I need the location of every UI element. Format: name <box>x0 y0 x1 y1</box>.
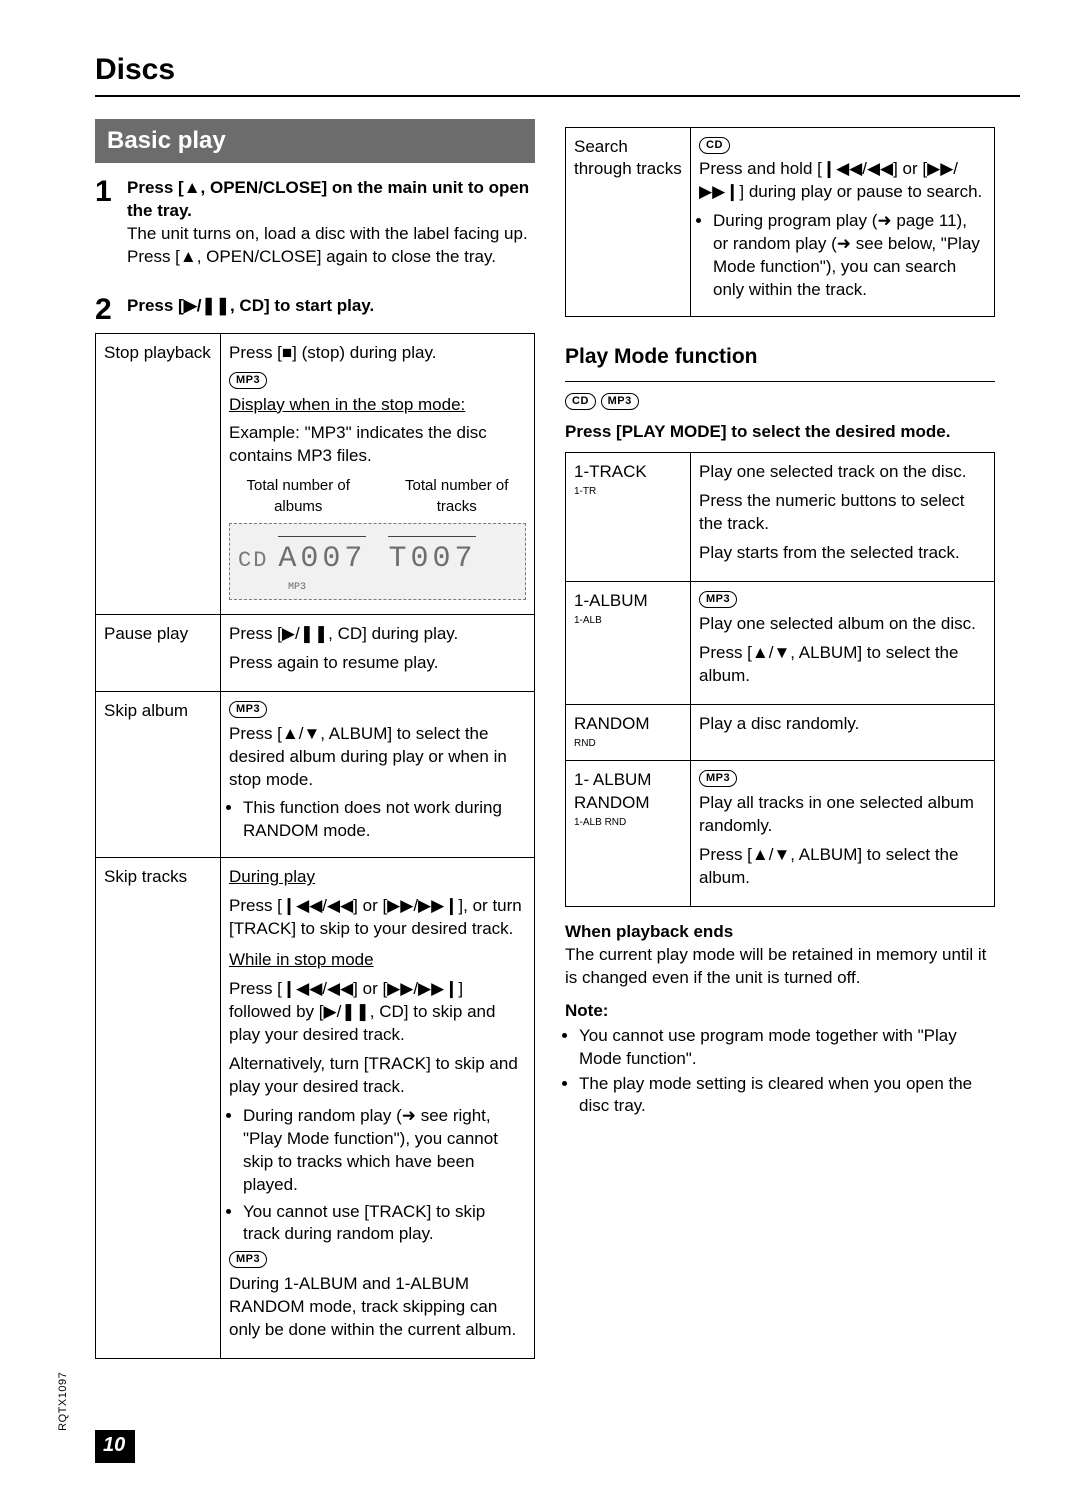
pm-albrnd-l1: Play all tracks in one selected album ra… <box>699 792 986 838</box>
skiptracks-h1: During play <box>229 866 526 889</box>
seg-tracks: T007 <box>388 536 476 580</box>
pause-l2: Press again to resume play. <box>229 652 526 675</box>
skip-album-label: Skip album <box>96 691 221 858</box>
search-table: Search through tracks CD Press and hold … <box>565 127 995 318</box>
pause-l1: Press [▶/❚❚, CD] during play. <box>229 623 526 646</box>
page-title: Discs <box>95 50 1020 97</box>
basic-play-header: Basic play <box>95 119 535 163</box>
play-mode-header: Play Mode function <box>565 343 995 371</box>
mp3-badge: MP3 <box>601 393 639 410</box>
skiptracks-h2: While in stop mode <box>229 949 526 972</box>
playmode-instr: Press [PLAY MODE] to select the desired … <box>565 421 995 444</box>
step-2-number: 2 <box>95 295 117 325</box>
callout-tracks: Total number of tracks <box>388 476 527 517</box>
pm-track-label: 1-TRACK <box>574 462 647 481</box>
ends-head: When playback ends <box>565 921 995 944</box>
pm-albrnd-label: 1- ALBUM RANDOM <box>574 770 651 812</box>
step-1-bold: Press [▲, OPEN/CLOSE] on the main unit t… <box>127 177 535 223</box>
callout-albums: Total number of albums <box>229 476 368 517</box>
table-row: Skip tracks During play Press [❙◀◀/◀◀] o… <box>96 858 535 1359</box>
skiptracks-p3: Alternatively, turn [TRACK] to skip and … <box>229 1053 526 1099</box>
ends-body: The current play mode will be retained i… <box>565 944 995 990</box>
seg-cd: CD <box>238 546 268 576</box>
table-row: Search through tracks CD Press and hold … <box>566 127 995 317</box>
pm-track-sub: 1-TR <box>574 485 682 499</box>
skiptracks-bul2: You cannot use [TRACK] to skip track dur… <box>243 1201 526 1247</box>
mp3-badge: MP3 <box>229 701 267 718</box>
cd-badge: CD <box>699 137 730 154</box>
search-l1: Press and hold [❙◀◀/◀◀] or [▶▶/▶▶❙] duri… <box>699 158 986 204</box>
table-row: 1-TRACK 1-TR Play one selected track on … <box>566 453 995 582</box>
table-row: Stop playback Press [■] (stop) during pl… <box>96 333 535 614</box>
note-head: Note: <box>565 1000 995 1023</box>
stop-l2: Display when in the stop mode: <box>229 394 526 417</box>
note-2: The play mode setting is cleared when yo… <box>579 1073 995 1119</box>
cd-badge: CD <box>565 393 596 410</box>
pm-random-sub: RND <box>574 737 682 751</box>
mp3-badge: MP3 <box>229 1251 267 1268</box>
table-row: 1-ALBUM 1-ALB MP3 Play one selected albu… <box>566 582 995 705</box>
search-label: Search through tracks <box>566 127 691 317</box>
step-1-number: 1 <box>95 177 117 207</box>
seg-albums: A007 <box>278 536 366 580</box>
step-2-bold: Press [▶/❚❚, CD] to start play. <box>127 295 535 318</box>
step-1: 1 Press [▲, OPEN/CLOSE] on the main unit… <box>95 177 535 269</box>
table-row: Pause play Press [▶/❚❚, CD] during play.… <box>96 614 535 691</box>
lcd-display: CD A007 T007 MP3 <box>229 523 526 600</box>
stop-label: Stop playback <box>96 333 221 614</box>
pm-track-l3: Play starts from the selected track. <box>699 542 986 565</box>
skiptracks-p2: Press [❙◀◀/◀◀] or [▶▶/▶▶❙] followed by [… <box>229 978 526 1047</box>
mp3-badge: MP3 <box>699 770 737 787</box>
pm-album-label: 1-ALBUM <box>574 591 648 610</box>
stop-l3a: Example: <box>229 423 305 442</box>
skiptracks-p4: During 1-ALBUM and 1-ALBUM RANDOM mode, … <box>229 1273 526 1342</box>
pm-albrnd-sub: 1-ALB RND <box>574 816 682 830</box>
seg-mp3: MP3 <box>288 581 517 595</box>
mp3-badge: MP3 <box>229 372 267 389</box>
pm-random-l1: Play a disc randomly. <box>699 713 986 736</box>
search-bul1: During program play (➜ page 11), or rand… <box>713 210 986 302</box>
pm-album-l2: Press [▲/▼, ALBUM] to select the album. <box>699 642 986 688</box>
pm-album-sub: 1-ALB <box>574 614 682 628</box>
page-number: 10 <box>95 1430 135 1463</box>
table-row: Skip album MP3 Press [▲/▼, ALBUM] to sel… <box>96 691 535 858</box>
skip-album-bul1: This function does not work during RANDO… <box>243 797 526 843</box>
step-2: 2 Press [▶/❚❚, CD] to start play. <box>95 295 535 325</box>
playback-table: Stop playback Press [■] (stop) during pl… <box>95 333 535 1360</box>
skiptracks-p1: Press [❙◀◀/◀◀] or [▶▶/▶▶❙], or turn [TRA… <box>229 895 526 941</box>
pm-album-l1: Play one selected album on the disc. <box>699 613 986 636</box>
pm-random-label: RANDOM <box>574 714 650 733</box>
step-1-line3: Press [▲, OPEN/CLOSE] again to close the… <box>127 246 535 269</box>
skiptracks-bul1: During random play (➜ see right, "Play M… <box>243 1105 526 1197</box>
pm-albrnd-l2: Press [▲/▼, ALBUM] to select the album. <box>699 844 986 890</box>
right-column: Search through tracks CD Press and hold … <box>565 119 995 1360</box>
skip-tracks-label: Skip tracks <box>96 858 221 1359</box>
pm-track-l1: Play one selected track on the disc. <box>699 461 986 484</box>
play-mode-table: 1-TRACK 1-TR Play one selected track on … <box>565 452 995 907</box>
note-1: You cannot use program mode together wit… <box>579 1025 995 1071</box>
left-column: Basic play 1 Press [▲, OPEN/CLOSE] on th… <box>95 119 535 1360</box>
step-1-line2: The unit turns on, load a disc with the … <box>127 223 535 246</box>
skip-album-l1: Press [▲/▼, ALBUM] to select the desired… <box>229 723 526 792</box>
stop-l1: Press [■] (stop) during play. <box>229 342 526 365</box>
pm-track-l2: Press the numeric buttons to select the … <box>699 490 986 536</box>
mp3-badge: MP3 <box>699 591 737 608</box>
table-row: RANDOM RND Play a disc randomly. <box>566 704 995 760</box>
table-row: 1- ALBUM RANDOM 1-ALB RND MP3 Play all t… <box>566 761 995 907</box>
doc-code: RQTX1097 <box>56 1372 71 1431</box>
pause-label: Pause play <box>96 614 221 691</box>
